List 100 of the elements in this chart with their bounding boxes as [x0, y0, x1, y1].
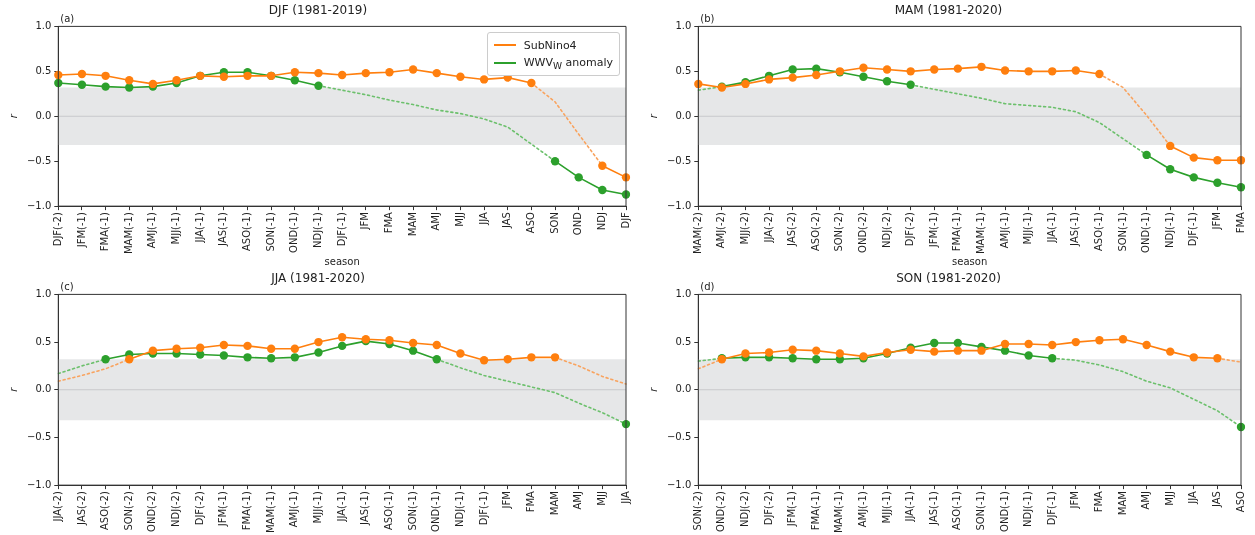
point [1189, 173, 1199, 182]
x-tick-label: AMJ(-1) [288, 491, 300, 528]
x-tick-label: JAS(-1) [927, 491, 939, 526]
point [953, 346, 963, 355]
x-tick-label: NDJ(-1) [312, 212, 324, 249]
x-tick-label: ASO(-1) [951, 491, 963, 530]
x-tick-label: JAS(-1) [1069, 212, 1081, 247]
point [859, 72, 868, 81]
x-tick-label: NDJ(-2) [170, 491, 182, 528]
x-tick-label: SON [548, 212, 560, 234]
x-tick-label: JJA(-1) [1045, 212, 1057, 244]
y-axis-title: r [647, 386, 659, 392]
point [101, 82, 110, 91]
point [835, 349, 845, 358]
x-tick-label: JJA [619, 490, 631, 505]
x-tick-label: DJF(-2) [193, 491, 205, 526]
x-tick-label: JFM [1211, 212, 1222, 231]
point [859, 63, 868, 72]
x-tick-label: DJF(-1) [1187, 212, 1199, 247]
point [243, 341, 252, 351]
point [527, 78, 536, 88]
point [1213, 354, 1222, 363]
x-tick-label: ASO [1234, 491, 1246, 513]
y-tick-label: 0.5 [675, 335, 692, 347]
x-tick-label: AMJ(-2) [715, 212, 727, 249]
x-tick-label: JAS [1211, 491, 1222, 509]
x-tick-label: NDJ(-1) [1022, 491, 1034, 528]
point [1048, 67, 1057, 76]
x-tick-label: SON(-1) [975, 491, 987, 531]
y-tick-label: −1.0 [666, 478, 692, 490]
point [977, 346, 986, 355]
point [1071, 337, 1081, 347]
point [953, 338, 963, 348]
x-tick-label: MJJ [454, 212, 466, 227]
point [764, 348, 774, 357]
point [1024, 351, 1033, 360]
y-axis-title: r [647, 113, 659, 119]
x-tick-label: FMA [383, 211, 395, 234]
x-tick-label: SON(-1) [406, 491, 418, 531]
x-tick-label: DJF(-2) [904, 212, 916, 247]
x-axis-title: season [324, 255, 360, 267]
point [77, 69, 87, 79]
point [788, 65, 797, 74]
y-tick-label: −0.5 [666, 154, 692, 166]
x-tick-label: MJJ(-1) [312, 491, 324, 524]
x-tick-label: ASO(-1) [241, 212, 253, 251]
point [479, 356, 489, 365]
x-tick-label: ASO(-2) [99, 491, 111, 530]
point [764, 75, 774, 84]
x-tick-label: MAM(-1) [833, 491, 845, 533]
point [432, 340, 441, 350]
y-tick-label: 0.5 [35, 64, 52, 76]
point [290, 76, 300, 85]
point [1095, 335, 1104, 345]
x-tick-label: JFM(-1) [927, 212, 939, 249]
point [172, 344, 181, 353]
point [930, 338, 939, 348]
x-tick-label: DJF(-1) [335, 212, 347, 247]
x-tick-label: MJJ [595, 491, 607, 506]
x-tick-label: SON(-1) [1116, 212, 1128, 252]
point [266, 344, 276, 353]
x-tick-label: MAM [548, 491, 560, 516]
point [1000, 66, 1010, 75]
x-tick-label: NDJ(-1) [454, 491, 466, 528]
point [243, 353, 252, 362]
x-tick-label: JAS(-1) [217, 212, 229, 247]
point [788, 345, 797, 354]
x-tick-label: FMA [1093, 490, 1105, 513]
point [1166, 165, 1175, 174]
text: (c) [60, 280, 74, 292]
x-tick-label: AMJ [1140, 491, 1152, 510]
x-tick-label: JFM(-1) [75, 212, 87, 249]
x-tick-label: MJJ(-1) [880, 491, 892, 524]
y-tick-label: −1.0 [666, 199, 692, 211]
y-axis-title: r [7, 386, 19, 392]
point [527, 353, 536, 362]
x-tick-label: MAM(-1) [975, 212, 987, 254]
text: (d) [700, 280, 715, 292]
x-tick-label: SON(-2) [691, 491, 703, 531]
y-tick-label: 0.5 [35, 335, 52, 347]
x-tick-label: FMA(-1) [241, 491, 253, 531]
point [314, 81, 323, 90]
point [1071, 66, 1081, 75]
x-tick-label: JJA [477, 211, 489, 226]
x-tick-label: MAM(-2) [691, 212, 703, 254]
point [125, 355, 134, 364]
y-tick-label: 0.0 [35, 109, 52, 121]
x-tick-label: OND(-1) [998, 491, 1010, 532]
point [1024, 339, 1033, 349]
y-tick-label: −1.0 [26, 199, 52, 211]
y-tick-label: 0.0 [675, 109, 692, 121]
point [314, 348, 323, 357]
point [741, 349, 750, 358]
y-tick-label: 0.0 [35, 383, 52, 395]
y-tick-label: −0.5 [666, 431, 692, 443]
y-tick-label: 1.0 [675, 19, 692, 31]
y-tick-label: −1.0 [26, 478, 52, 490]
point [1000, 339, 1010, 349]
x-tick-label: JFM [501, 491, 513, 510]
point [337, 70, 347, 80]
